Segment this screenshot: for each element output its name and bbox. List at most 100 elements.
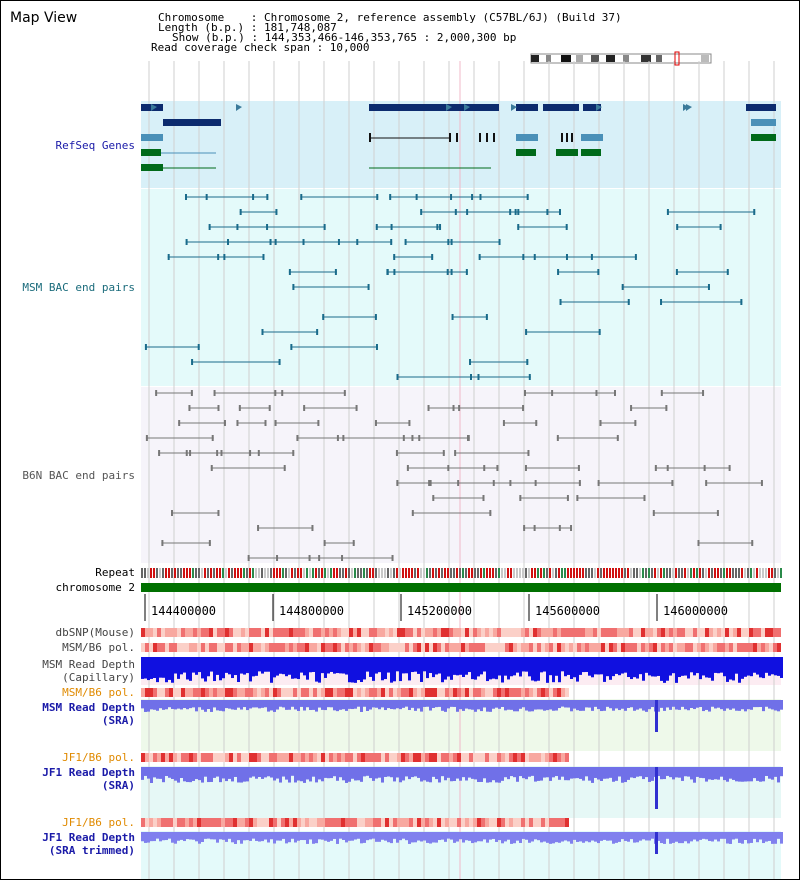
msm-b6-pol-cell	[261, 688, 265, 697]
msm-capillary-depth-bar	[357, 657, 360, 681]
repeat-element	[252, 568, 254, 578]
bac-end	[171, 510, 174, 516]
jf1-trim-depth-bar	[678, 832, 681, 844]
bac-end	[660, 299, 663, 305]
dbsnp-cell	[401, 628, 405, 637]
msm-capillary-depth-bar	[660, 657, 663, 681]
jf1-b6-pol-cell	[289, 818, 293, 827]
msm-capillary-depth-bar	[477, 657, 480, 677]
refseq-track-bg	[141, 101, 781, 188]
repeat-element	[393, 568, 395, 578]
msm-sra-depth-bar	[777, 700, 780, 712]
jf1-trim-depth-bar	[432, 832, 435, 843]
msm-capillary-depth-bar	[474, 657, 477, 680]
jf1-trim-depth-bar	[501, 832, 504, 844]
jf1-trim-depth-bar	[192, 832, 195, 840]
msm-sra-depth-bar	[762, 700, 765, 712]
jf1-trim-depth-bar	[531, 832, 534, 842]
repeat-element	[549, 568, 551, 578]
msm-capillary-depth-bar	[738, 657, 741, 683]
jf1-sra-depth-bar	[486, 767, 489, 783]
jf1-b6-pol-cell	[433, 753, 437, 762]
jf1-trim-depth-bar	[345, 832, 348, 843]
repeat-element	[597, 568, 599, 578]
jf1-sra-depth-bar	[579, 767, 582, 779]
jf1-b6-pol-cell	[481, 818, 485, 827]
msm-b6-pol-cell	[277, 688, 281, 697]
jf1-b6-pol-cell	[389, 818, 393, 827]
msm-capillary-depth-bar	[147, 657, 150, 681]
dbsnp-cell	[549, 628, 553, 637]
repeat-element	[759, 568, 761, 578]
jf1-b6-pol-cell	[181, 818, 185, 827]
jf1-trim-depth-bar	[570, 832, 573, 844]
jf1-sra-depth-bar	[606, 767, 609, 779]
jf1-trim-depth-bar	[162, 832, 165, 841]
msm-b6-pol-cell	[401, 688, 405, 697]
msm-capillary-depth-bar	[471, 657, 474, 680]
jf1-sra-depth-bar	[531, 767, 534, 776]
dbsnp-cell	[745, 628, 749, 637]
jf1-b6-pol-cell	[221, 818, 225, 827]
dbsnp-cell	[305, 628, 309, 637]
jf1-sra-depth-bar	[315, 767, 318, 783]
jf1-sra-depth-bar	[609, 767, 612, 778]
msm-sra-depth-bar	[582, 700, 585, 711]
msm-capillary-depth-bar	[642, 657, 645, 681]
msm-sra-depth-bar	[441, 700, 444, 711]
msm-sra-depth-bar	[420, 700, 423, 712]
msm-b6-pol-cell	[149, 643, 153, 652]
jf1-sra-depth-bar	[558, 767, 561, 780]
msm-b6-pol-cell	[333, 688, 337, 697]
repeat-element	[387, 568, 389, 578]
bac-end	[167, 254, 170, 260]
msm-sra-depth-bar	[474, 700, 477, 712]
msm-sra-depth-bar	[513, 700, 516, 712]
jf1-b6-pol-cell	[305, 818, 309, 827]
repeat-element	[744, 568, 746, 578]
repeat-element	[708, 568, 710, 578]
jf1-trim-depth-bar	[408, 832, 411, 844]
jf1-sra-depth-bar	[669, 767, 672, 778]
msm-sra-depth-bar	[687, 700, 690, 711]
msm-b6-pol-cell	[201, 688, 205, 697]
msm-sra-depth-bar	[684, 700, 687, 710]
msm-b6-pol-cell	[501, 688, 505, 697]
jf1-b6-pol-cell	[329, 753, 333, 762]
msm-b6-pol-cell	[489, 688, 493, 697]
msm-capillary-depth-bar	[486, 657, 489, 682]
bac-end	[502, 420, 505, 426]
jf1-sra-depth-bar	[684, 767, 687, 777]
repeat-element	[573, 568, 575, 578]
repeat-element	[444, 568, 446, 578]
repeat-element	[174, 568, 176, 578]
dbsnp-cell	[225, 628, 229, 637]
msm-capillary-depth-bar	[678, 657, 681, 678]
repeat-element	[666, 568, 668, 578]
msm-sra-depth-bar	[723, 700, 726, 711]
jf1-trim-depth-bar	[279, 832, 282, 841]
jf1-trim-depth-bar	[177, 832, 180, 841]
repeat-element	[519, 568, 521, 578]
msm-b6-pol-cell	[217, 688, 221, 697]
jf1-trim-depth-bar	[168, 832, 171, 839]
jf1-sra-depth-bar	[192, 767, 195, 781]
dbsnp-cell	[501, 628, 505, 637]
bac-end	[317, 420, 320, 426]
jf1-sra-depth-bar	[723, 767, 726, 781]
repeat-element	[186, 568, 188, 578]
jf1-b6-pol-cell	[177, 818, 181, 827]
jf1-b6-pol-cell	[229, 753, 233, 762]
bac-end	[621, 284, 624, 290]
repeat-element	[231, 568, 233, 578]
bac-end	[283, 465, 286, 471]
repeat-element	[288, 568, 290, 578]
jf1-sra-depth-bar	[246, 767, 249, 782]
jf1-sra-depth-bar	[276, 767, 279, 779]
msm-capillary-depth-bar	[333, 657, 336, 674]
jf1-b6-pol-cell	[289, 753, 293, 762]
msm-sra-depth-bar	[504, 700, 507, 711]
msm-sra-depth-bar	[621, 700, 624, 709]
bac-end	[665, 405, 668, 411]
